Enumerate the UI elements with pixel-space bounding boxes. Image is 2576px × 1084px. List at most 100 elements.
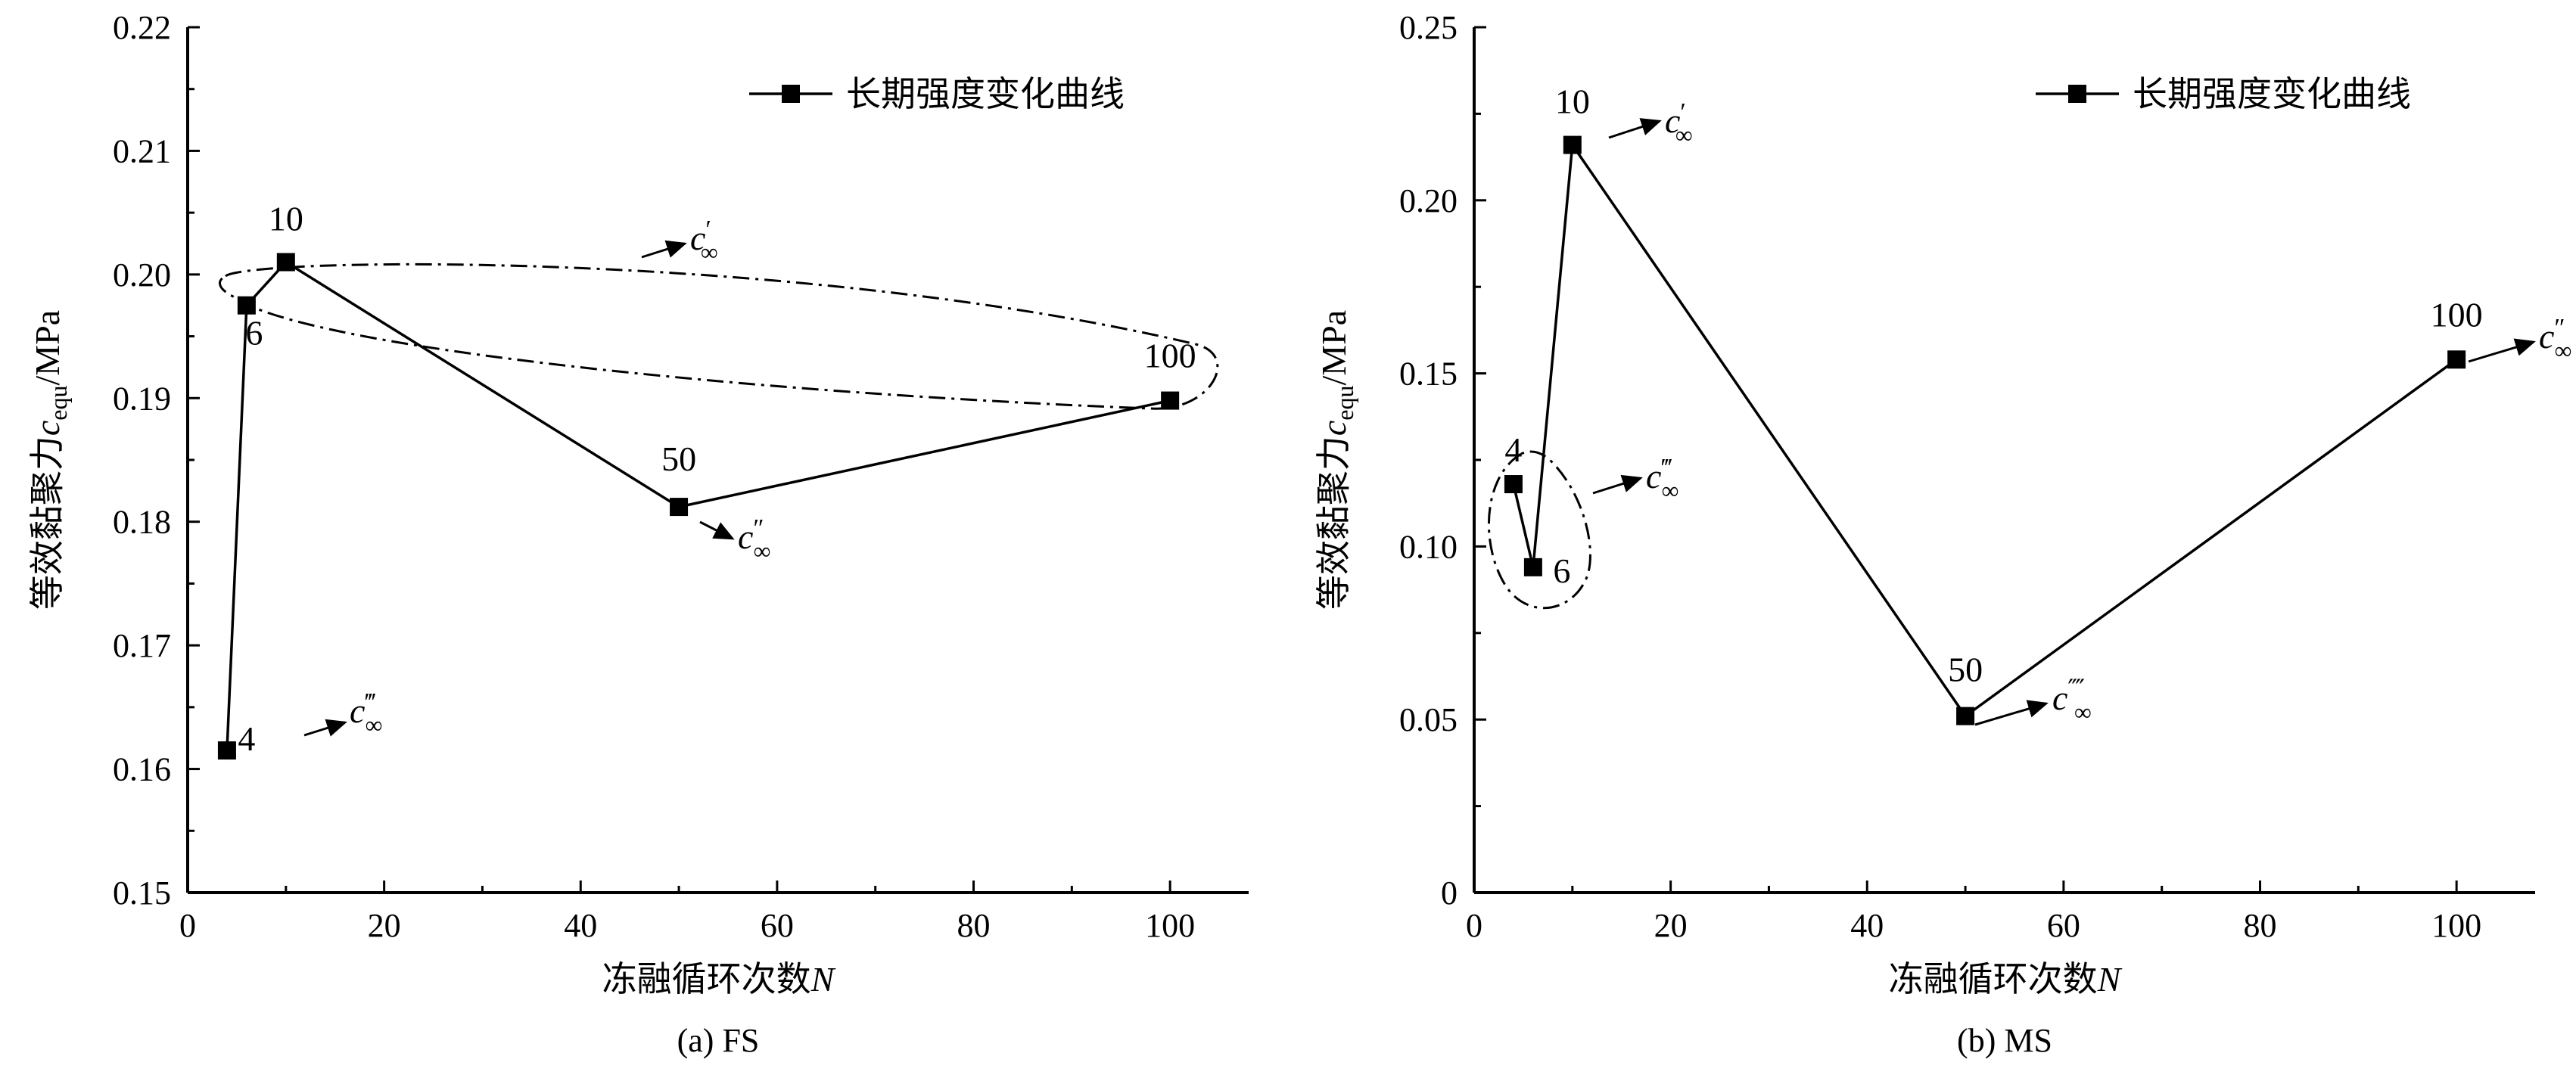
y-axis-label-unit: /MPa <box>1314 310 1353 386</box>
y-tick-label: 0.15 <box>113 874 171 912</box>
x-tick-label: 40 <box>564 907 597 944</box>
chart-panel-a: 0 20 40 60 80 100 0.15 0.16 0.17 0.18 0.19 0.20 0.21… <box>28 9 1249 1059</box>
x-tick-label: 40 <box>1850 907 1884 944</box>
point-label: 6 <box>1553 551 1570 590</box>
y-axis-label-var: c <box>28 421 67 436</box>
x-tick-label: 20 <box>368 907 401 944</box>
y-tick-label: 0.05 <box>1399 701 1458 738</box>
y-tick-label: 0.10 <box>1399 528 1458 565</box>
annotation-prime: ″ <box>753 514 764 542</box>
x-tick-label: 20 <box>1654 907 1688 944</box>
annotation-arrow <box>303 719 347 737</box>
data-point-marker <box>1504 475 1523 494</box>
x-axis-label-var: N <box>810 960 836 999</box>
x-tick-label: 80 <box>2244 907 2277 944</box>
annotation-label: c‴ ∞ <box>350 688 382 738</box>
annotation-sub: ∞ <box>1662 477 1679 504</box>
group-ellipse <box>1488 450 1591 610</box>
point-label: 100 <box>2431 295 2483 334</box>
annotation-prime: ‴ <box>365 688 375 716</box>
annotation-arrow <box>699 520 735 540</box>
x-tick-label: 60 <box>761 907 794 944</box>
annotation-label: c″ ∞ <box>738 514 770 564</box>
series-line <box>226 260 1171 751</box>
point-label: 50 <box>1948 651 1983 689</box>
annotation-var: c <box>2052 679 2067 717</box>
annotation-sub: ∞ <box>754 537 771 564</box>
x-axis-label-text: 冻融循环次数 <box>602 960 811 999</box>
x-axis-label: 冻融循环次数N <box>602 960 836 999</box>
annotation-arrow <box>641 240 687 259</box>
y-tick-label: 0.20 <box>113 256 171 294</box>
legend-marker <box>2068 85 2086 103</box>
point-label: 50 <box>661 440 696 478</box>
annotation-var: c <box>2539 317 2554 356</box>
y-tick-label: 0.18 <box>113 504 171 541</box>
data-point-marker <box>1523 558 1542 576</box>
annotation-var: c <box>350 691 365 730</box>
data-point-marker <box>670 498 689 517</box>
y-axis-label-var: c <box>1314 421 1353 436</box>
data-point-marker <box>1956 707 1975 725</box>
legend-label: 长期强度变化曲线 <box>2133 75 2411 113</box>
x-axis-label: 冻融循环次数N <box>1889 960 2123 999</box>
panel-caption: (a) FS <box>677 1022 760 1059</box>
annotation-prime: ′ <box>1680 98 1685 126</box>
y-tick-label: 0.25 <box>1399 9 1458 46</box>
data-point-marker <box>2447 350 2466 369</box>
annotation-label: c″ ∞ <box>2539 314 2571 364</box>
annotation-prime: ‴ <box>1661 454 1672 482</box>
annotation-label: c′ ∞ <box>690 216 718 266</box>
x-axis-label-var: N <box>2097 960 2123 999</box>
annotation-sub: ∞ <box>701 238 718 266</box>
x-tick-label: 100 <box>1145 907 1195 944</box>
x-tick-label: 60 <box>2047 907 2080 944</box>
legend-label: 长期强度变化曲线 <box>846 75 1125 113</box>
data-point-marker <box>217 741 236 760</box>
x-tick-label: 100 <box>2431 907 2481 944</box>
annotation-arrow <box>1608 118 1662 139</box>
annotation-var: c <box>1646 457 1661 495</box>
y-tick-label: 0 <box>1441 874 1458 912</box>
annotation-sub: ∞ <box>2555 337 2572 364</box>
x-tick-label: 0 <box>1466 907 1482 944</box>
y-tick-label: 0.21 <box>113 132 171 169</box>
y-axis-label-sub: equ <box>1331 386 1358 421</box>
annotation-label: c‴ ∞ <box>1646 454 1678 504</box>
annotation-arrow <box>1974 700 2049 726</box>
group-ellipse <box>219 262 1219 410</box>
chart-panel-b: 0 20 40 60 80 100 0 0.05 0.10 0.15 0.20 0.25 冻融循环次数N… <box>1314 9 2571 1059</box>
annotation-arrow <box>1592 474 1643 495</box>
annotation-label: c⁗ ∞ <box>2052 676 2092 725</box>
annotation-label: c′ ∞ <box>1665 98 1693 148</box>
annotation-var: c <box>690 219 705 257</box>
y-axis-label: 等效黏聚力cequ/MPa <box>1314 310 1358 610</box>
annotation-prime: ″ <box>2554 314 2565 342</box>
y-tick-label: 0.16 <box>113 751 171 788</box>
y-tick-label: 0.20 <box>1399 182 1458 219</box>
point-label: 10 <box>269 200 303 238</box>
annotation-arrow <box>2468 338 2536 363</box>
x-tick-label: 0 <box>179 907 196 944</box>
annotation-prime: ⁗ <box>2067 676 2085 704</box>
annotation-sub: ∞ <box>2074 698 2092 725</box>
y-tick-label: 0.19 <box>113 380 171 417</box>
annotation-sub: ∞ <box>366 711 383 738</box>
y-axis-label: 等效黏聚力cequ/MPa <box>28 310 72 610</box>
annotation-sub: ∞ <box>1675 121 1693 148</box>
y-axis-label-text: 等效黏聚力 <box>28 436 67 610</box>
data-point-marker <box>1563 135 1582 154</box>
panel-caption: (b) MS <box>1957 1022 2052 1059</box>
y-axis-label-sub: equ <box>45 386 72 421</box>
x-tick-label: 80 <box>957 907 991 944</box>
point-label: 6 <box>245 314 263 353</box>
y-tick-label: 0.22 <box>113 9 171 46</box>
y-tick-label: 0.17 <box>113 627 171 664</box>
annotation-var: c <box>738 517 753 556</box>
legend-marker <box>782 85 800 103</box>
x-axis-label-text: 冻融循环次数 <box>1889 960 2098 999</box>
series-line <box>1512 141 2458 719</box>
y-tick-label: 0.15 <box>1399 356 1458 393</box>
